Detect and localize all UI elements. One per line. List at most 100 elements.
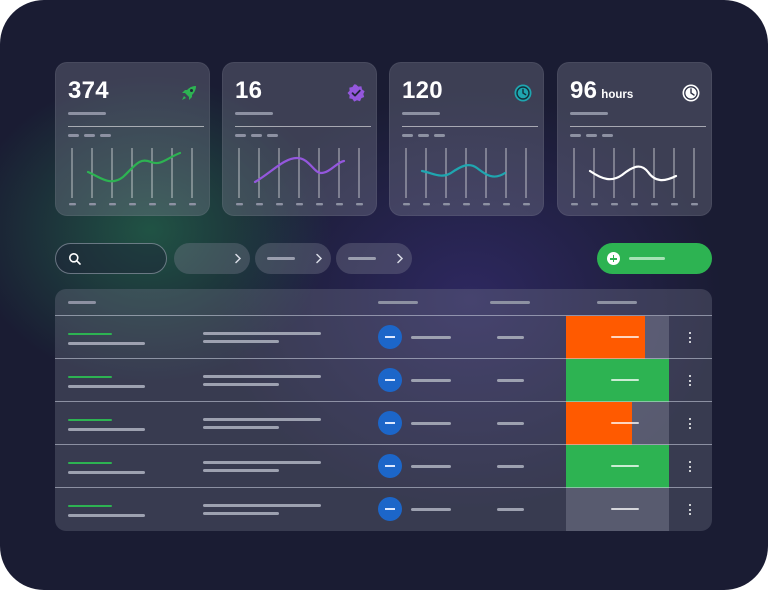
- stat-card-verified[interactable]: 16: [222, 62, 377, 216]
- row-subtitle-placeholder: [68, 471, 145, 474]
- kebab-menu-icon[interactable]: [689, 504, 692, 516]
- legend-placeholder: [235, 134, 281, 137]
- chevron-right-icon: [397, 253, 404, 264]
- x-tick-placeholder: [296, 203, 303, 206]
- stat-caption-placeholder: [235, 112, 273, 115]
- sparkline-chart: [69, 148, 196, 206]
- row-value-placeholder: [497, 508, 524, 511]
- column-header[interactable]: [378, 301, 418, 304]
- kebab-menu-icon[interactable]: [689, 375, 692, 387]
- filter-label-placeholder: [267, 257, 295, 260]
- x-tick-placeholder: [611, 203, 618, 206]
- assignee-avatar[interactable]: [378, 368, 402, 392]
- divider: [235, 126, 371, 127]
- x-tick-placeholder: [169, 203, 176, 206]
- filter-button-3[interactable]: [336, 243, 412, 274]
- assignee-name-placeholder: [411, 465, 451, 468]
- sparkline-chart: [571, 148, 698, 206]
- column-header[interactable]: [68, 301, 96, 304]
- x-tick-placeholder: [336, 203, 343, 206]
- filter-button-2[interactable]: [255, 243, 331, 274]
- x-tick-placeholder: [503, 203, 510, 206]
- x-tick-placeholder: [423, 203, 430, 206]
- progress-bar: [566, 402, 669, 445]
- chevron-right-icon: [316, 253, 323, 264]
- progress-bar: [566, 359, 669, 402]
- assignee-avatar[interactable]: [378, 454, 402, 478]
- x-tick-placeholder: [276, 203, 283, 206]
- row-subtitle-placeholder: [68, 514, 145, 517]
- x-tick-placeholder: [443, 203, 450, 206]
- x-tick-placeholder: [483, 203, 490, 206]
- assignee-name-placeholder: [411, 508, 451, 511]
- table-row[interactable]: [55, 315, 712, 359]
- sparkline-chart: [403, 148, 530, 206]
- assignee-name-placeholder: [411, 422, 451, 425]
- divider: [570, 126, 706, 127]
- row-title-placeholder: [68, 333, 112, 335]
- stat-unit: hours: [601, 89, 634, 101]
- row-subtitle-placeholder: [68, 342, 145, 345]
- x-tick-placeholder: [403, 203, 410, 206]
- sparkline-series: [253, 156, 346, 184]
- x-tick-placeholder: [149, 203, 156, 206]
- row-value-placeholder: [497, 379, 524, 382]
- progress-label-placeholder: [611, 336, 639, 338]
- sparkline-series: [588, 165, 678, 182]
- stat-card-timer[interactable]: 120: [389, 62, 544, 216]
- search-input[interactable]: [55, 243, 167, 274]
- x-tick-placeholder: [591, 203, 598, 206]
- stat-caption-placeholder: [68, 112, 106, 115]
- x-tick-placeholder: [651, 203, 658, 206]
- progress-label-placeholder: [611, 508, 639, 510]
- row-description-placeholder: [203, 469, 279, 472]
- assignee-avatar[interactable]: [378, 411, 402, 435]
- kebab-menu-icon[interactable]: [689, 332, 692, 344]
- row-title-placeholder: [68, 505, 112, 507]
- table-row[interactable]: [55, 401, 712, 445]
- x-tick-placeholder: [523, 203, 530, 206]
- assignee-avatar[interactable]: [378, 497, 402, 521]
- row-description-placeholder: [203, 418, 321, 421]
- kebab-menu-icon[interactable]: [689, 461, 692, 473]
- timer-icon: [514, 84, 532, 102]
- row-description-placeholder: [203, 375, 321, 378]
- sparkline-series: [420, 164, 507, 178]
- x-tick-placeholder: [631, 203, 638, 206]
- row-description-placeholder: [203, 461, 321, 464]
- filter-button-1[interactable]: [174, 243, 250, 274]
- stat-card-hours[interactable]: 96 hours: [557, 62, 712, 216]
- x-tick-placeholder: [356, 203, 363, 206]
- table-row[interactable]: [55, 444, 712, 488]
- x-tick-placeholder: [89, 203, 96, 206]
- plus-icon: [607, 252, 620, 265]
- x-tick-placeholder: [236, 203, 243, 206]
- x-tick-placeholder: [109, 203, 116, 206]
- row-description-placeholder: [203, 512, 279, 515]
- row-title-placeholder: [68, 419, 112, 421]
- assignee-avatar[interactable]: [378, 325, 402, 349]
- x-tick-placeholder: [671, 203, 678, 206]
- add-button[interactable]: [597, 243, 712, 274]
- progress-bar: [566, 316, 669, 359]
- stat-card-launches[interactable]: 374: [55, 62, 210, 216]
- assignee-name-placeholder: [411, 379, 451, 382]
- x-tick-placeholder: [571, 203, 578, 206]
- assignee-name-placeholder: [411, 336, 451, 339]
- clock-icon: [682, 84, 700, 102]
- kebab-menu-icon[interactable]: [689, 418, 692, 430]
- row-title-placeholder: [68, 376, 112, 378]
- filter-label-placeholder: [348, 257, 376, 260]
- progress-bar: [566, 488, 669, 531]
- sparkline-series: [86, 151, 182, 183]
- row-value-placeholder: [497, 465, 524, 468]
- row-subtitle-placeholder: [68, 428, 145, 431]
- table-row[interactable]: [55, 487, 712, 531]
- column-header[interactable]: [597, 301, 637, 304]
- chevron-right-icon: [235, 253, 242, 264]
- table-row[interactable]: [55, 358, 712, 402]
- verified-badge-icon: [347, 84, 365, 102]
- row-description-placeholder: [203, 332, 321, 335]
- column-header[interactable]: [490, 301, 530, 304]
